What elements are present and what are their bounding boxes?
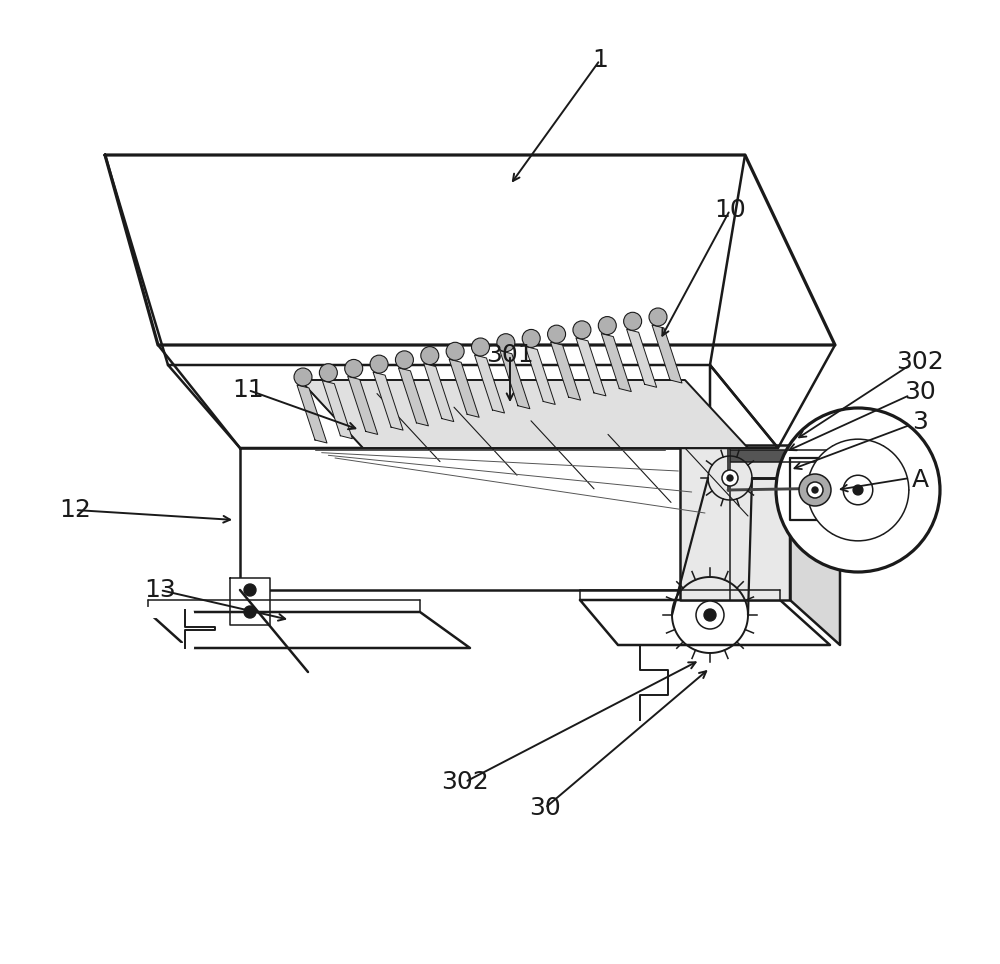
Polygon shape xyxy=(576,337,606,396)
Polygon shape xyxy=(790,458,840,520)
Text: 12: 12 xyxy=(59,498,91,522)
Polygon shape xyxy=(601,334,631,391)
Polygon shape xyxy=(790,445,840,645)
Circle shape xyxy=(294,368,312,386)
Polygon shape xyxy=(398,368,428,426)
Circle shape xyxy=(573,321,591,339)
Circle shape xyxy=(548,325,566,343)
Circle shape xyxy=(421,347,439,364)
Circle shape xyxy=(395,351,413,369)
Polygon shape xyxy=(449,360,479,417)
Text: 10: 10 xyxy=(714,198,746,222)
Text: 301: 301 xyxy=(486,343,534,367)
Circle shape xyxy=(649,308,667,326)
Circle shape xyxy=(807,440,909,541)
Polygon shape xyxy=(373,372,403,430)
Text: 11: 11 xyxy=(232,378,264,402)
Text: 30: 30 xyxy=(529,796,561,820)
Polygon shape xyxy=(148,612,470,648)
Polygon shape xyxy=(297,385,327,443)
Polygon shape xyxy=(424,363,454,421)
Text: 302: 302 xyxy=(896,350,944,374)
Polygon shape xyxy=(240,448,778,590)
Polygon shape xyxy=(680,445,790,600)
Polygon shape xyxy=(652,325,682,383)
Polygon shape xyxy=(322,381,352,439)
Circle shape xyxy=(244,606,256,618)
Circle shape xyxy=(370,355,388,373)
Polygon shape xyxy=(627,330,657,388)
Polygon shape xyxy=(475,355,505,413)
Circle shape xyxy=(345,360,363,378)
Circle shape xyxy=(722,470,738,486)
Polygon shape xyxy=(728,450,858,462)
Polygon shape xyxy=(300,380,748,448)
Circle shape xyxy=(807,482,823,498)
Text: 302: 302 xyxy=(441,770,489,794)
Polygon shape xyxy=(105,155,835,345)
Polygon shape xyxy=(168,365,778,448)
Text: 1: 1 xyxy=(592,48,608,72)
Circle shape xyxy=(853,485,863,495)
Circle shape xyxy=(799,474,831,506)
Circle shape xyxy=(704,609,716,621)
Polygon shape xyxy=(230,578,270,625)
Circle shape xyxy=(446,342,464,361)
Polygon shape xyxy=(580,600,830,645)
Circle shape xyxy=(812,487,818,493)
Circle shape xyxy=(727,475,733,481)
Polygon shape xyxy=(500,351,530,409)
Circle shape xyxy=(472,338,490,356)
Text: 13: 13 xyxy=(144,578,176,602)
Polygon shape xyxy=(348,376,378,435)
Circle shape xyxy=(522,330,540,347)
Circle shape xyxy=(319,363,337,382)
Circle shape xyxy=(696,601,724,629)
Polygon shape xyxy=(525,346,555,405)
Circle shape xyxy=(598,316,616,335)
Polygon shape xyxy=(710,365,778,590)
Text: 30: 30 xyxy=(904,380,936,404)
Text: A: A xyxy=(911,468,929,492)
Circle shape xyxy=(843,475,873,505)
Circle shape xyxy=(624,312,642,331)
Circle shape xyxy=(776,408,940,572)
Text: 3: 3 xyxy=(912,410,928,434)
Circle shape xyxy=(497,334,515,352)
Polygon shape xyxy=(551,342,581,400)
Circle shape xyxy=(244,584,256,596)
